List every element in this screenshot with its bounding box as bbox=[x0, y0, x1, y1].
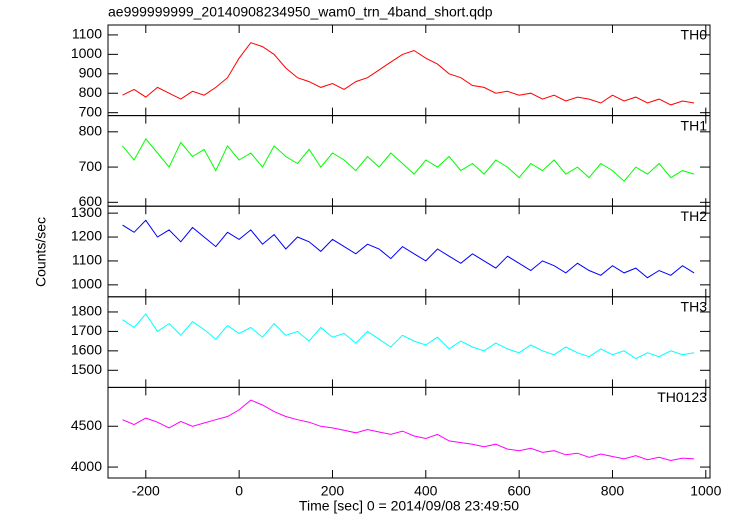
x-tick-label: 0 bbox=[235, 483, 243, 499]
light-curve bbox=[122, 313, 695, 360]
y-tick-label: 1600 bbox=[71, 342, 102, 358]
panel-frame bbox=[107, 296, 711, 388]
light-curve bbox=[122, 138, 695, 182]
panel-frame bbox=[107, 205, 711, 298]
y-tick-label: 4000 bbox=[71, 458, 102, 474]
y-tick-label: 800 bbox=[79, 84, 103, 100]
y-tick-label: 700 bbox=[79, 158, 103, 174]
y-tick-label: 1000 bbox=[71, 45, 102, 61]
y-tick-label: 1200 bbox=[71, 228, 102, 244]
light-curve bbox=[122, 219, 695, 279]
x-tick-label: 1000 bbox=[690, 483, 721, 499]
light-curve bbox=[122, 42, 695, 106]
y-tick-label: 700 bbox=[79, 103, 103, 119]
y-axis-label: Counts/sec bbox=[33, 217, 49, 287]
panel-label: TH2 bbox=[681, 208, 708, 224]
panel-frame bbox=[107, 24, 711, 117]
light-curve bbox=[122, 399, 695, 462]
panel-label: TH0 bbox=[681, 27, 708, 43]
x-tick-label: 400 bbox=[414, 483, 438, 499]
chart-title: ae999999999_20140908234950_wam0_trn_4ban… bbox=[108, 4, 493, 20]
x-axis-label: Time [sec] 0 = 2014/09/08 23:49:50 bbox=[299, 498, 519, 514]
y-tick-label: 1100 bbox=[72, 26, 102, 42]
panel-label: TH0123 bbox=[657, 389, 707, 405]
y-tick-label: 4500 bbox=[71, 417, 102, 433]
panel-label: TH3 bbox=[681, 299, 708, 315]
y-tick-label: 1700 bbox=[71, 322, 102, 338]
panel-label: TH1 bbox=[681, 117, 708, 133]
x-tick-label: -200 bbox=[132, 483, 160, 499]
x-tick-label: 600 bbox=[507, 483, 531, 499]
y-tick-label: 600 bbox=[79, 193, 103, 209]
y-tick-label: 800 bbox=[79, 123, 103, 139]
panel-frame bbox=[107, 115, 711, 207]
y-tick-label: 1100 bbox=[72, 252, 102, 268]
y-tick-label: 1000 bbox=[71, 276, 102, 292]
panel-frame bbox=[107, 386, 711, 479]
y-tick-label: 1300 bbox=[71, 204, 102, 220]
y-tick-label: 900 bbox=[79, 65, 103, 81]
y-tick-label: 1500 bbox=[71, 361, 102, 377]
x-tick-label: 200 bbox=[321, 483, 345, 499]
x-tick-label: 800 bbox=[601, 483, 625, 499]
y-tick-label: 1800 bbox=[71, 303, 102, 319]
